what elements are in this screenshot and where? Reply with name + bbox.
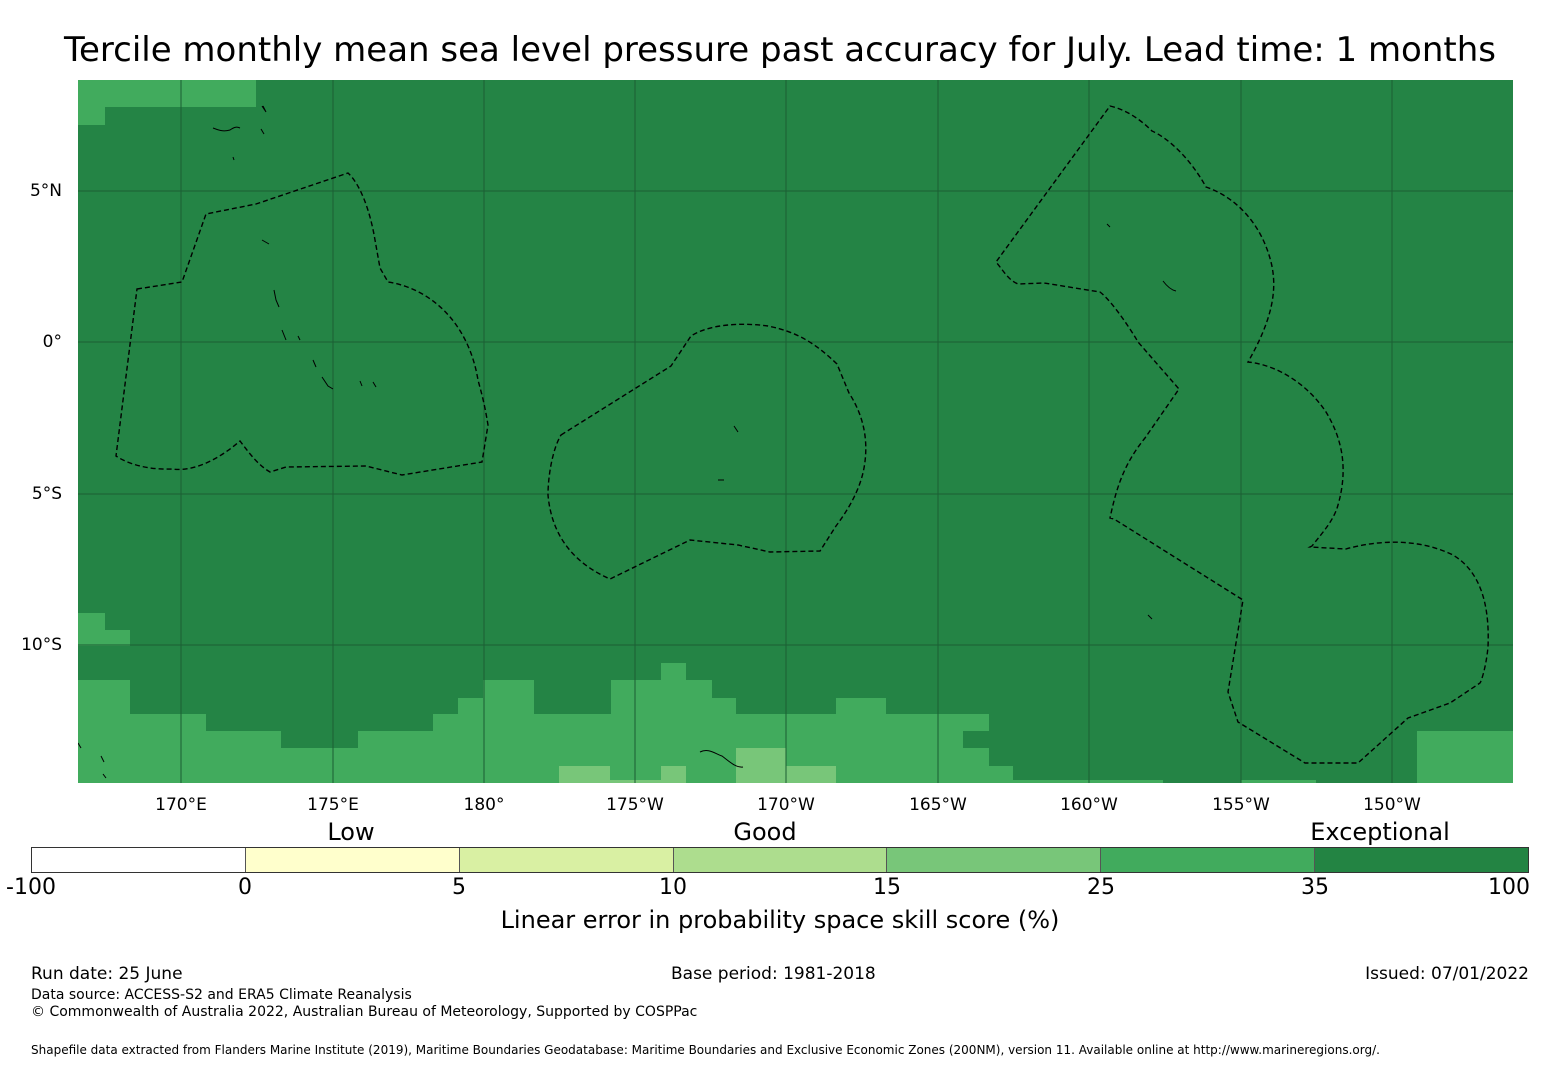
very-good-skill-areas [78,80,1513,783]
skill-score-map[interactable] [78,80,1513,783]
lat-label-equator: 0° [42,332,62,352]
colorbar-tick: -100 [6,875,56,900]
lon-label: 155°W [1212,795,1270,815]
lon-label: 170°W [757,795,815,815]
eez-tokelau [547,323,867,580]
colorbar-caption: Linear error in probability space skill … [500,906,1060,934]
lon-label: 165°W [909,795,967,815]
colorbar-tick: 100 [1488,875,1530,900]
lon-label: 175°E [307,795,359,815]
colorbar-category-good: Good [733,818,797,846]
eez-kiribati-gilbert [115,172,489,476]
lon-label: 160°W [1060,795,1118,815]
colorbar [31,847,1529,873]
chart-title: Tercile monthly mean sea level pressure … [63,30,1497,70]
run-date: Run date: 25 June [31,964,183,984]
graticule [78,80,1513,783]
shapefile-credit: Shapefile data extracted from Flanders M… [31,1043,1380,1057]
data-source: Data source: ACCESS-S2 and ERA5 Climate … [31,987,412,1003]
lat-label-10s: 10°S [21,635,62,655]
colorbar-segment [887,848,1102,872]
colorbar-segment [1315,848,1529,872]
eez-kiribati-line [995,105,1489,764]
map-svg [78,80,1513,783]
island-coastlines [78,105,1177,779]
base-period: Base period: 1981-2018 [671,964,876,984]
colorbar-tick: 0 [238,875,252,900]
colorbar-segment [1101,848,1316,872]
lat-label-5n: 5°N [29,181,62,201]
colorbar-tick: 10 [659,875,687,900]
lon-label: 175°W [606,795,664,815]
colorbar-category-exceptional: Exceptional [1310,818,1450,846]
lon-label: 150°W [1363,795,1421,815]
eez-boundaries [115,105,1489,764]
colorbar-category-low: Low [327,818,375,846]
lon-label: 180° [463,795,505,815]
colorbar-segment [32,848,246,872]
lon-label: 170°E [155,795,207,815]
colorbar-segment [673,848,888,872]
issued-date: Issued: 07/01/2022 [1365,964,1529,984]
colorbar-segment [459,848,674,872]
colorbar-tick: 5 [452,875,466,900]
colorbar-segment [245,848,460,872]
colorbar-tick: 25 [1087,875,1115,900]
colorbar-tick: 15 [873,875,901,900]
lat-label-5s: 5°S [31,484,62,504]
colorbar-tick: 35 [1301,875,1329,900]
copyright: © Commonwealth of Australia 2022, Austra… [31,1004,698,1020]
